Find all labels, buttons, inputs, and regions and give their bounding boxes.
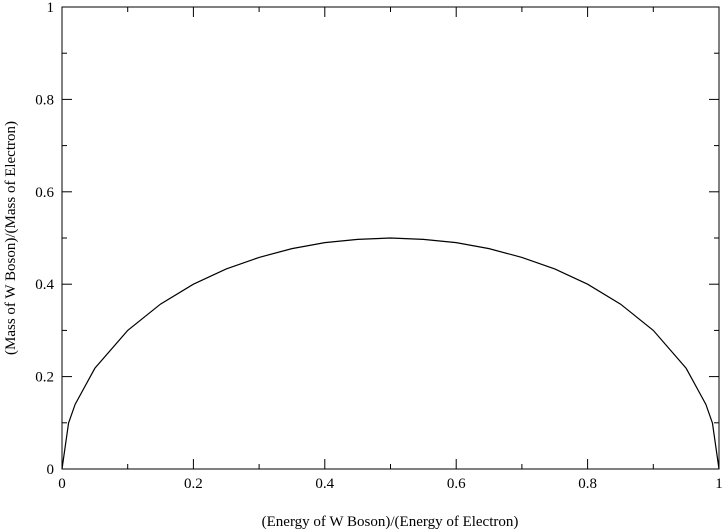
y-tick-label: 0 — [47, 462, 55, 478]
x-tick-label: 0 — [58, 476, 66, 492]
series-group — [61, 237, 720, 470]
series-line — [61, 237, 720, 470]
y-tick-label: 0.4 — [35, 277, 54, 293]
x-tick-label: 0.8 — [578, 476, 597, 492]
x-axis-label: (Energy of W Boson)/(Energy of Electron) — [262, 514, 519, 530]
y-tick-label: 0.6 — [35, 185, 54, 201]
y-tick-label: 1 — [47, 0, 55, 16]
y-tick-label: 0.2 — [35, 370, 54, 386]
y-tick-label: 0.8 — [35, 92, 54, 108]
x-tick-label: 1 — [715, 476, 723, 492]
x-tick-label: 0.2 — [184, 476, 203, 492]
axis-ticks — [61, 6, 720, 470]
axis-tick-labels: 0 0.2 0.4 0.6 0.8 1 0 0.2 0.4 0.6 0.8 1 — [35, 0, 723, 492]
x-tick-label: 0.6 — [447, 476, 466, 492]
y-axis-label: (Mass of W Boson)/(Mass of Electron) — [3, 121, 19, 355]
x-tick-label: 0.4 — [315, 476, 334, 492]
